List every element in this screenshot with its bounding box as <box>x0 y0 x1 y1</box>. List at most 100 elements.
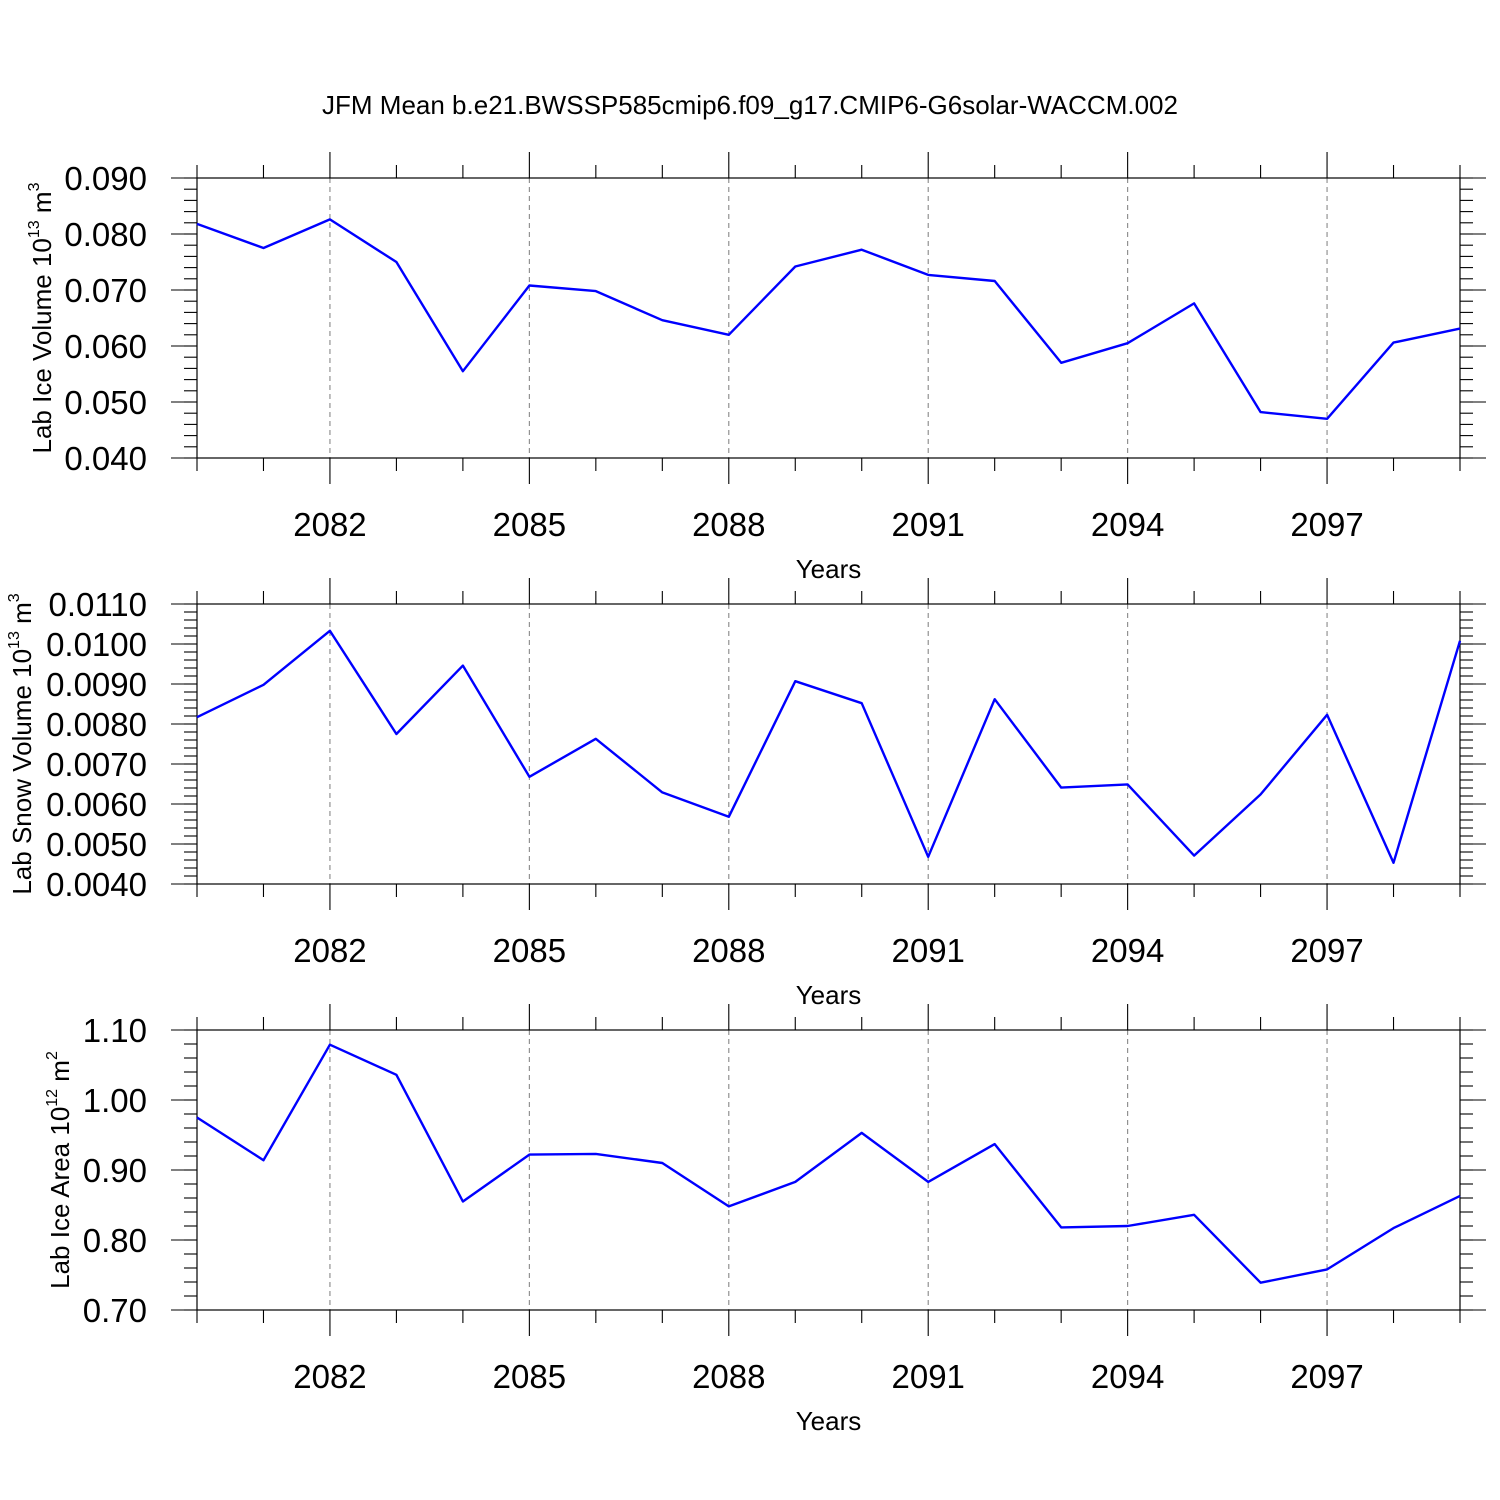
y-axis-label-ylabel-unit-exp: 2 <box>44 1051 61 1060</box>
y-tick-label: 0.0070 <box>46 746 147 783</box>
data-point <box>660 790 664 794</box>
y-axis-label: Lab Ice Area 1012 m2 <box>44 1051 75 1289</box>
data-point <box>394 260 398 264</box>
plot-frame <box>196 1029 1461 1311</box>
data-point <box>860 701 864 705</box>
data-point <box>1325 1267 1329 1271</box>
data-point <box>860 1131 864 1135</box>
plot-frame <box>196 177 1461 459</box>
data-point <box>1192 301 1196 305</box>
y-axis-label: Lab Ice Volume 1013 m3 <box>26 182 57 453</box>
data-point <box>1192 1213 1196 1217</box>
x-tick-label: 2091 <box>891 1358 964 1395</box>
data-point <box>394 732 398 736</box>
data-point <box>328 217 332 221</box>
y-tick-label: 0.0040 <box>46 866 147 903</box>
x-tick-label: 2094 <box>1091 506 1164 543</box>
panel-2: 2082 2085 2088 2091 2094 20970.00400.00500.00… <box>6 578 1486 1010</box>
y-axis-label: Lab Snow Volume 1013 m3 <box>6 593 37 894</box>
data-point <box>1126 1224 1130 1228</box>
x-tick-label: 2085 <box>493 506 566 543</box>
data-point <box>1392 861 1396 865</box>
x-tick-label: 2088 <box>692 932 765 969</box>
data-point <box>261 683 265 687</box>
data-point <box>727 333 731 337</box>
x-tick-label: 2091 <box>891 506 964 543</box>
data-point <box>1325 713 1329 717</box>
data-point <box>1192 854 1196 858</box>
data-point <box>1259 410 1263 414</box>
data-point <box>195 715 199 719</box>
y-axis-label-ylabel-main: Lab Snow Volume 10 <box>7 649 37 895</box>
y-tick-label: 0.70 <box>83 1292 147 1329</box>
x-tick-label: 2082 <box>293 1358 366 1395</box>
data-point <box>328 1043 332 1047</box>
data-point <box>860 248 864 252</box>
data-point <box>1392 341 1396 345</box>
y-axis-label-ylabel-unit: m <box>45 1060 75 1089</box>
y-tick-label: 0.0060 <box>46 786 147 823</box>
data-point <box>926 855 930 859</box>
y-tick-label: 0.070 <box>64 272 147 309</box>
x-tick-label: 2085 <box>493 932 566 969</box>
y-tick-label: 0.080 <box>64 216 147 253</box>
series-line <box>196 1043 1461 1284</box>
data-point <box>793 264 797 268</box>
panels-container: 2082 2085 2088 2091 2094 2097 0.040 0.050 0.060 0… <box>6 152 1486 1436</box>
x-tick-label: 2082 <box>293 506 366 543</box>
data-point <box>926 1180 930 1184</box>
y-tick-label: 1.10 <box>83 1012 147 1049</box>
data-point <box>461 369 465 373</box>
y-axis-label-ylabel-main: Lab Ice Volume 10 <box>27 238 57 453</box>
data-point <box>461 664 465 668</box>
x-tick-label: 2085 <box>493 1358 566 1395</box>
plot-frame <box>196 603 1461 885</box>
y-axis-label-ylabel-unit: m <box>27 191 57 220</box>
data-point <box>1458 639 1462 643</box>
data-point <box>1458 1194 1462 1198</box>
y-tick-label: 0.050 <box>64 384 147 421</box>
panel-1: 2082 2085 2088 2091 2094 2097 0.040 0.050 0.060 0… <box>26 152 1486 584</box>
data-point <box>594 1152 598 1156</box>
data-point <box>527 775 531 779</box>
y-tick-label: 0.0100 <box>46 626 147 663</box>
data-point <box>993 279 997 283</box>
data-point <box>1325 417 1329 421</box>
data-point <box>261 246 265 250</box>
data-point <box>660 1161 664 1165</box>
data-point <box>993 697 997 701</box>
data-point <box>261 1158 265 1162</box>
data-point <box>1126 782 1130 786</box>
y-axis-label-ylabel-exp: 13 <box>6 631 23 649</box>
series-line <box>196 218 1461 420</box>
y-axis-label-ylabel-exp: 13 <box>26 220 43 238</box>
x-tick-label: 2082 <box>293 932 366 969</box>
y-tick-label: 0.090 <box>64 160 147 197</box>
data-point <box>195 1116 199 1120</box>
y-tick-label: 0.0050 <box>46 826 147 863</box>
data-point <box>1259 1281 1263 1285</box>
x-axis-label: Years <box>796 980 862 1010</box>
y-tick-label: 1.00 <box>83 1082 147 1119</box>
data-point <box>993 1142 997 1146</box>
data-point <box>727 1204 731 1208</box>
x-tick-label: 2088 <box>692 1358 765 1395</box>
y-axis-label-ylabel-unit-exp: 3 <box>26 182 43 191</box>
x-tick-label: 2097 <box>1290 506 1363 543</box>
y-axis-label-ylabel-main: Lab Ice Area 10 <box>45 1107 75 1289</box>
x-tick-label: 2094 <box>1091 932 1164 969</box>
panel-3: 2082 2085 2088 2091 2094 2097 0.70 0.80 0.90 1.00… <box>44 1004 1486 1436</box>
y-axis-label-ylabel-unit-exp: 3 <box>6 593 23 602</box>
y-tick-label: 0.040 <box>64 440 147 477</box>
data-point <box>1458 327 1462 331</box>
data-point <box>1059 1225 1063 1229</box>
x-tick-label: 2094 <box>1091 1358 1164 1395</box>
data-point <box>195 222 199 226</box>
data-point <box>1059 786 1063 790</box>
data-point <box>328 629 332 633</box>
x-axis-label: Years <box>796 554 862 584</box>
y-tick-label: 0.0080 <box>46 706 147 743</box>
data-point <box>793 1180 797 1184</box>
x-tick-label: 2097 <box>1290 932 1363 969</box>
